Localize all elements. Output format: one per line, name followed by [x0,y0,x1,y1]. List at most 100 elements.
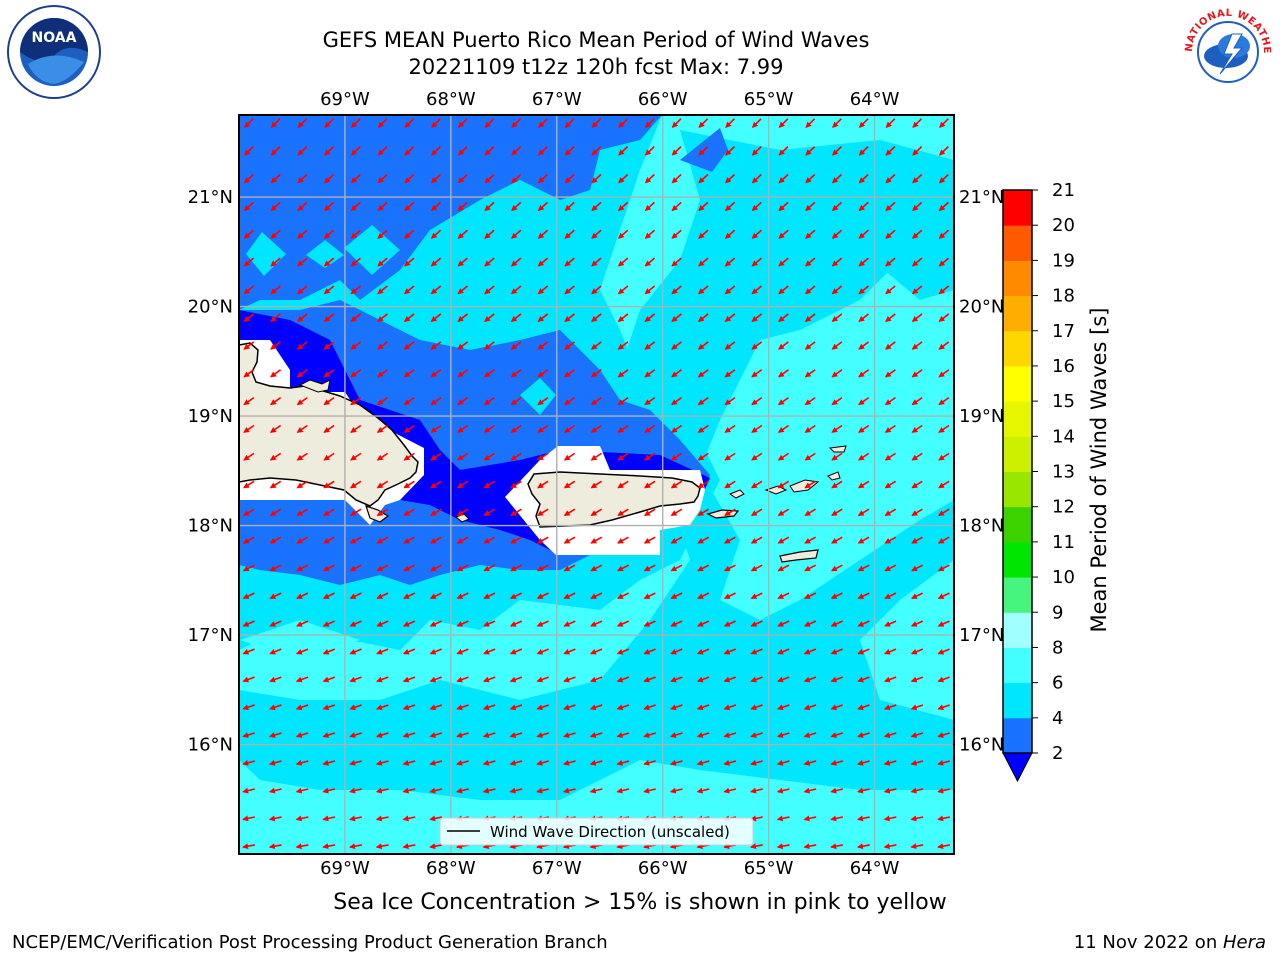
wave-direction-arrow [402,732,416,738]
wave-direction-arrow [618,201,629,212]
wave-direction-arrow [832,146,842,156]
wave-direction-arrow [537,173,548,184]
wave-direction-arrow [750,759,763,766]
wave-direction-arrow [669,732,683,738]
wave-direction-arrow [323,257,335,267]
wave-direction-arrow [242,704,255,711]
wave-direction-arrow [536,732,550,738]
wave-direction-arrow [564,341,576,350]
wave-direction-arrow [270,257,281,267]
lat-tick-label-left: 21°N [188,187,233,208]
wave-direction-arrow [563,424,576,433]
wave-direction-arrow [669,759,683,766]
wave-direction-arrow [883,676,897,683]
wave-direction-arrow [563,704,576,711]
sea-ice-note: Sea Ice Concentration > 15% is shown in … [333,890,947,915]
wave-direction-arrow [404,257,415,267]
wave-direction-arrow [324,118,335,128]
wave-direction-arrow [645,118,655,128]
wave-direction-arrow [456,592,469,600]
wave-direction-arrow [482,759,496,766]
wave-direction-arrow [537,285,549,295]
colorbar-tick-label: 9 [1052,602,1063,623]
wave-direction-arrow [429,787,443,794]
colorbar-tick-label: 13 [1052,462,1075,483]
wave-direction-arrow [349,508,362,517]
wave-direction-arrow [509,592,523,600]
wave-direction-arrow [350,201,361,212]
wave-direction-arrow [643,508,656,517]
wave-direction-arrow [804,536,816,544]
wave-direction-arrow [911,369,923,378]
wave-direction-arrow [724,480,736,489]
wave-direction-arrow [937,564,950,572]
wave-direction-arrow [910,815,924,822]
lat-tick-label-right: 21°N [959,187,1004,208]
lon-tick-label-top: 64°W [850,89,900,110]
wave-direction-arrow [803,676,817,683]
wave-direction-arrow [404,229,415,239]
wave-direction-arrow [618,146,629,156]
wave-direction-arrow [537,257,549,267]
wave-direction-arrow [751,229,762,239]
wave-direction-arrow [323,201,335,212]
wave-direction-arrow [295,732,309,738]
wave-direction-arrow [268,787,282,794]
wave-direction-arrow [723,676,737,683]
wave-direction-arrow [456,620,469,627]
wave-direction-arrow [377,173,388,184]
wave-direction-arrow [295,843,309,850]
wave-direction-arrow [563,676,576,683]
wave-direction-arrow [457,285,468,295]
wave-direction-arrow [403,536,416,544]
wave-direction-arrow [778,118,789,128]
wave-direction-arrow [644,201,655,212]
wave-direction-arrow [723,732,737,738]
wave-direction-arrow [670,648,683,655]
wave-direction-arrow [243,146,254,156]
wave-direction-arrow [537,396,549,406]
lat-tick-label-left: 16°N [188,735,233,756]
wave-direction-arrow [563,564,576,572]
wave-direction-arrow [537,341,549,350]
wave-direction-arrow [510,313,522,322]
wave-direction-arrow [563,452,576,461]
anegada-island [828,445,847,453]
wave-direction-arrow [723,620,736,627]
wave-direction-arrow [296,341,308,350]
wave-direction-arrow [858,146,869,156]
wave-direction-arrow [403,285,415,295]
wave-direction-arrow [268,759,282,766]
wave-direction-arrow [456,648,469,655]
wave-direction-arrow [536,704,549,711]
wave-direction-arrow [644,369,656,378]
wave-direction-arrow [431,173,442,184]
wave-direction-arrow [270,173,281,184]
wave-direction-arrow [242,508,255,517]
wave-direction-arrow [777,369,789,378]
wave-direction-arrow [910,732,924,738]
wave-direction-arrow [431,118,441,128]
wave-direction-arrow [537,369,549,378]
wave-direction-arrow [884,508,897,517]
wave-direction-arrow [696,732,710,738]
lat-tick-label-left: 20°N [188,297,233,318]
wave-direction-arrow [804,480,816,489]
wave-direction-arrow [723,787,737,794]
wave-direction-arrow [270,285,281,295]
wave-direction-arrow [269,536,282,544]
wave-direction-arrow [591,201,602,212]
wave-direction-arrow [270,146,281,156]
wave-direction-arrow [723,648,737,655]
wave-direction-arrow [910,759,924,766]
wave-direction-arrow [377,369,388,378]
wave-direction-arrow [777,592,790,600]
wave-direction-arrow [804,257,816,267]
lon-tick-label-top: 67°W [532,89,582,110]
wave-direction-arrow [429,592,442,600]
wave-direction-arrow [563,480,576,489]
wave-direction-arrow [350,452,362,461]
wave-direction-arrow [858,229,869,239]
wave-direction-arrow [776,759,790,766]
wave-direction-arrow [564,146,575,156]
